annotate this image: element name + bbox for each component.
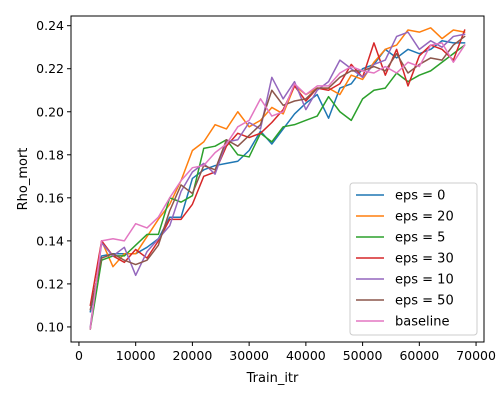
legend-label-1: eps = 20 <box>395 210 454 225</box>
x-tick-label: 70000 <box>456 348 496 363</box>
series-line-5 <box>89 35 466 311</box>
x-tick-label: 20000 <box>173 348 213 363</box>
legend-label-3: eps = 30 <box>395 252 454 267</box>
x-axis: 0 10000 20000 30000 40000 50000 60000 70000 <box>75 342 496 363</box>
y-tick-label: 0.18 <box>36 147 64 162</box>
plot-frame <box>70 15 485 343</box>
legend-label-2: eps = 5 <box>395 231 445 246</box>
x-tick-label: 40000 <box>286 348 326 363</box>
x-tick-label: 0 <box>75 348 83 363</box>
legend-label-5: eps = 50 <box>395 294 454 309</box>
y-tick-label: 0.12 <box>36 276 64 291</box>
y-tick-label: 0.14 <box>36 233 64 248</box>
legend-label-4: eps = 10 <box>395 273 454 288</box>
series-line-4 <box>89 31 466 328</box>
y-tick-label: 0.22 <box>36 61 64 76</box>
series-line-6 <box>89 42 466 330</box>
series-line-2 <box>89 44 466 330</box>
x-tick-label: 50000 <box>343 348 383 363</box>
legend-label-0: eps = 0 <box>395 189 445 204</box>
y-axis-label: Rho_mort <box>16 148 31 211</box>
legend-label-6: baseline <box>395 315 449 330</box>
x-axis-label: Train_itr <box>246 371 299 386</box>
series-line-0 <box>89 40 466 313</box>
legend-box <box>349 182 478 336</box>
y-tick-label: 0.16 <box>36 190 64 205</box>
y-tick-label: 0.10 <box>36 319 64 334</box>
y-axis: 0.10 0.12 0.14 0.16 0.18 0.20 0.22 0.24 <box>36 18 71 334</box>
legend: eps = 0 eps = 20 eps = 5 eps = 30 eps = 10 ep… <box>349 182 478 336</box>
x-tick-label: 60000 <box>399 348 439 363</box>
x-tick-label: 10000 <box>116 348 156 363</box>
y-tick-label: 0.24 <box>36 18 64 33</box>
x-tick-label: 30000 <box>229 348 269 363</box>
series-line-1 <box>89 27 466 330</box>
series-layer <box>89 27 466 330</box>
y-tick-label: 0.20 <box>36 104 64 119</box>
